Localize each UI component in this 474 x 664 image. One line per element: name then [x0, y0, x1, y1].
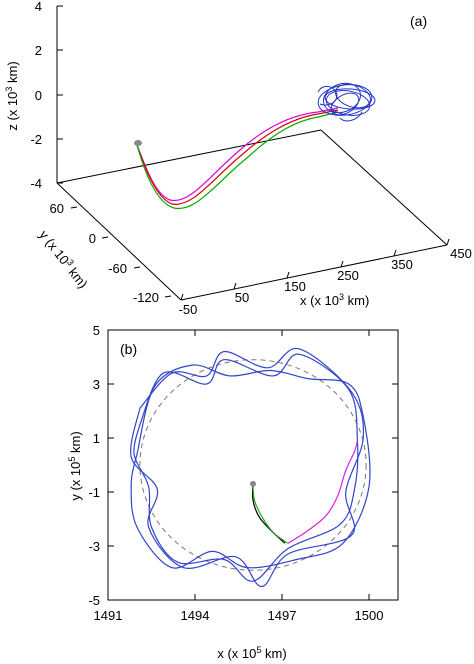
z-tick-label: -2 [30, 132, 42, 147]
x-tick-label: 150 [284, 279, 306, 294]
trajectory-blue-halo-a [317, 82, 376, 122]
x-tick-label: 350 [391, 257, 413, 272]
start-marker-a [134, 140, 142, 146]
start-marker-b [250, 480, 256, 487]
plot-frame-b [107, 329, 399, 601]
x-tick-label: 50 [235, 290, 249, 305]
series-line-1 [133, 353, 359, 582]
y-tick-label-b: 1 [93, 431, 100, 446]
y-tick-label-b: -5 [88, 593, 100, 608]
x-tick-label-b: 1491 [94, 608, 123, 623]
y-tick-label: -120 [133, 290, 159, 305]
panel-b-label: (b) [120, 341, 137, 357]
z-tick-label: 4 [35, 0, 42, 14]
plot-b-marks [130, 347, 371, 588]
x-axis-label-b: x (x 105 km) [217, 645, 286, 661]
trajectory-red-a [136, 109, 339, 205]
x-axis-label: x (x 103 km) [300, 292, 369, 308]
y-axis-label-b: y (x 105 km) [67, 431, 83, 500]
z-tick-label: 2 [35, 43, 42, 58]
box-back-y-line [320, 129, 448, 246]
reference-circle [139, 359, 367, 571]
panel-a-label: (a) [410, 13, 427, 29]
series-line-2 [130, 364, 371, 569]
x-tick-label: -50 [179, 302, 198, 317]
y-axis-front-line [56, 182, 182, 301]
panel-a-3d-trajectory: 4 2 0 -2 -4 60 0 -60 -120 -50 50 [4, 0, 472, 317]
y-ticks: 60 0 -60 -120 [50, 201, 172, 305]
y-tick-label: -60 [108, 261, 127, 276]
x-ticks-b: 1491 1494 1497 1500 [94, 330, 384, 623]
z-ticks: 4 2 0 -2 -4 [30, 0, 63, 191]
y-tick-label-b: -3 [88, 539, 100, 554]
x-tick-label-b: 1497 [268, 608, 297, 623]
y-ticks-b: 5 3 1 -1 -3 -5 [88, 323, 398, 608]
trajectory-magenta-a [136, 107, 339, 202]
z-tick-label: -4 [30, 176, 42, 191]
series-line-4 [251, 483, 286, 544]
trajectory-green-a [136, 111, 339, 210]
z-axis-label: z (x 103 km) [4, 61, 20, 130]
x-tick-label-b: 1494 [181, 608, 210, 623]
y-tick-label-b: 3 [93, 377, 100, 392]
series-line-5 [252, 483, 289, 544]
y-tick-label-b: -1 [88, 485, 100, 500]
x-ticks: -50 50 150 250 350 450 [179, 238, 472, 317]
x-tick-label: 450 [450, 246, 472, 261]
series-line-0 [130, 347, 365, 588]
y-axis-label: y (x 103 km) [36, 227, 91, 291]
x-tick-label: 250 [337, 268, 359, 283]
series-line-3 [287, 440, 358, 544]
y-tick-label-b: 5 [93, 323, 100, 338]
x-tick-label-b: 1500 [355, 608, 384, 623]
y-tick-label: 0 [89, 231, 96, 246]
panel-b-2d-projection: 5 3 1 -1 -3 -5 1491 1494 1497 1500 y (x … [67, 323, 399, 661]
z-tick-label: 0 [35, 88, 42, 103]
x-axis-line [180, 244, 448, 301]
y-tick-label: 60 [50, 201, 64, 216]
box-back-x-line [56, 129, 322, 184]
